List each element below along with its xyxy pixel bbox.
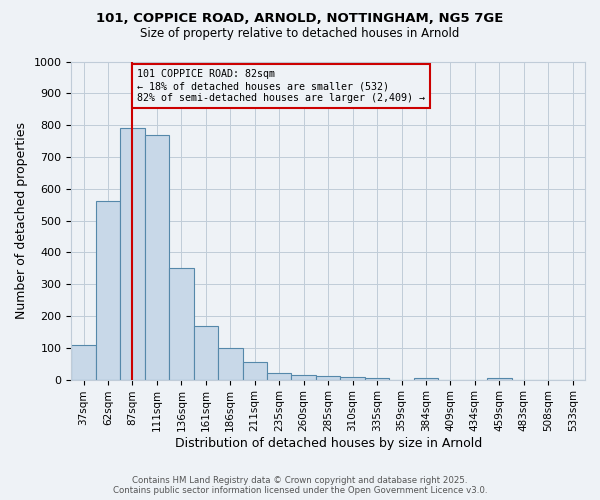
Bar [316, 376, 340, 380]
Bar [365, 378, 389, 380]
Text: Size of property relative to detached houses in Arnold: Size of property relative to detached ho… [140, 28, 460, 40]
Bar [218, 348, 242, 380]
Text: 101, COPPICE ROAD, ARNOLD, NOTTINGHAM, NG5 7GE: 101, COPPICE ROAD, ARNOLD, NOTTINGHAM, N… [97, 12, 503, 26]
Bar [120, 128, 145, 380]
Y-axis label: Number of detached properties: Number of detached properties [15, 122, 28, 319]
Bar [145, 134, 169, 380]
Bar [242, 362, 267, 380]
Bar [169, 268, 194, 380]
Bar [96, 202, 120, 380]
X-axis label: Distribution of detached houses by size in Arnold: Distribution of detached houses by size … [175, 437, 482, 450]
Bar [194, 326, 218, 380]
Text: Contains HM Land Registry data © Crown copyright and database right 2025.
Contai: Contains HM Land Registry data © Crown c… [113, 476, 487, 495]
Bar [292, 375, 316, 380]
Bar [487, 378, 512, 380]
Text: 101 COPPICE ROAD: 82sqm
← 18% of detached houses are smaller (532)
82% of semi-d: 101 COPPICE ROAD: 82sqm ← 18% of detache… [137, 70, 425, 102]
Bar [340, 377, 365, 380]
Bar [414, 378, 438, 380]
Bar [71, 344, 96, 380]
Bar [267, 373, 292, 380]
